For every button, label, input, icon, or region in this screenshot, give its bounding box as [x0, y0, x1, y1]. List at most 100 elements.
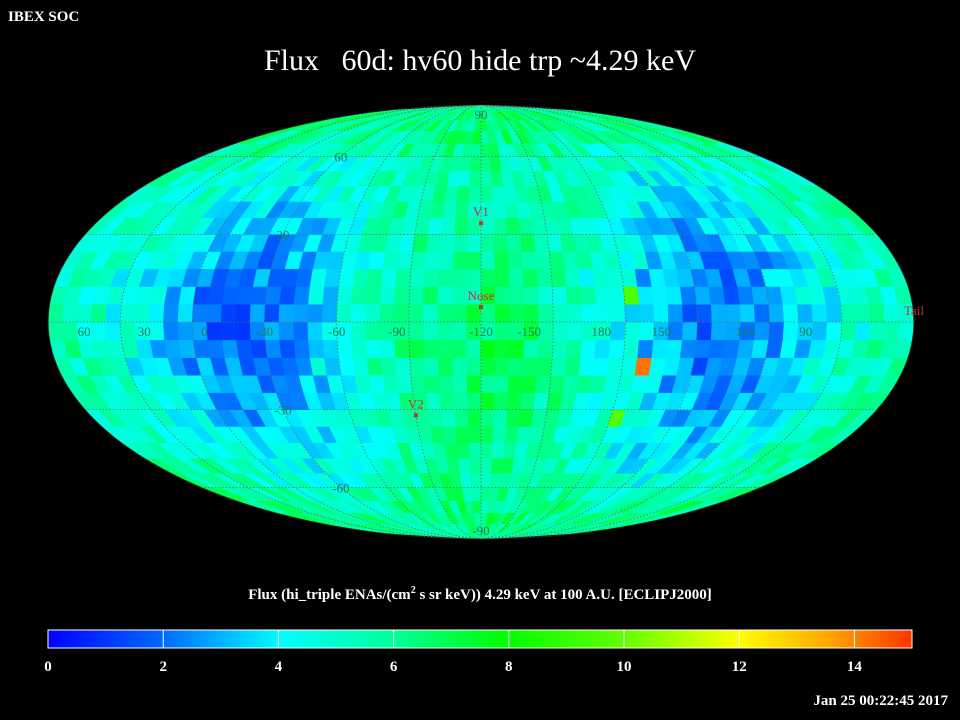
flux-pixel	[453, 234, 469, 252]
flux-pixel	[379, 286, 396, 305]
flux-pixel	[444, 442, 459, 459]
flux-pixel	[825, 321, 843, 341]
flux-pixel	[518, 217, 535, 235]
flux-pixel	[610, 321, 626, 341]
flux-pixel	[191, 303, 209, 323]
flux-pixel-layer	[48, 105, 914, 539]
flux-pixel	[396, 251, 414, 270]
flux-pixel	[854, 303, 872, 323]
flux-pixel	[550, 268, 567, 287]
flux-pixel	[578, 268, 596, 287]
flux-pixel	[365, 303, 381, 323]
flux-pixel	[470, 156, 482, 172]
flux-pixel	[452, 374, 468, 393]
flux-pixel	[452, 251, 468, 270]
flux-pixel	[480, 251, 496, 270]
longitude-label: 180	[592, 324, 612, 339]
graticule	[48, 105, 914, 539]
flux-pixel	[592, 268, 610, 287]
colorbar-tick-label: 0	[44, 659, 52, 675]
latitude-label: 30	[276, 227, 289, 242]
flux-pixel	[466, 268, 482, 287]
flux-pixel	[722, 339, 741, 358]
flux-pixel	[105, 321, 122, 341]
flux-pixel	[505, 409, 521, 427]
flux-pixel	[458, 457, 471, 474]
graticule-labels: 90 60 30 -30 -60 -90 60 30 0 -30 -60 -90 -120 -150 180…	[78, 107, 813, 538]
flux-pixel	[365, 286, 382, 305]
flux-pixel	[437, 357, 454, 376]
longitude-line	[191, 105, 482, 539]
flux-pixel	[566, 321, 583, 341]
colorbar-tick-label: 2	[159, 659, 167, 675]
flux-pixel	[472, 130, 482, 144]
flux-pixel	[451, 339, 468, 358]
flux-pixel	[566, 303, 583, 323]
flux-pixel	[578, 357, 596, 376]
flux-pixel	[468, 185, 482, 202]
flux-pixel	[869, 303, 886, 323]
flux-pixel	[352, 357, 370, 376]
longitude-line	[480, 105, 554, 539]
flux-pixel	[580, 286, 597, 305]
flux-pixel	[437, 268, 454, 287]
flux-pixel	[321, 303, 338, 323]
flux-pixel	[523, 303, 540, 323]
flux-pixel	[535, 251, 552, 270]
flux-pixel	[521, 251, 538, 270]
flux-pixel	[480, 143, 491, 157]
latitude-label: -30	[274, 403, 291, 418]
flux-pixel	[441, 217, 457, 235]
flux-pixel	[493, 234, 509, 252]
flux-pixel	[768, 303, 785, 323]
flux-pixel	[466, 339, 482, 358]
longitude-label: 30	[138, 324, 151, 339]
flux-pixel	[491, 185, 506, 202]
longitude-label: -60	[328, 324, 345, 339]
flux-pixel	[452, 268, 468, 287]
flux-pixel	[368, 374, 386, 393]
flux-pixel	[412, 234, 429, 252]
map-markers: V1 Nose V2 Tail	[408, 204, 924, 418]
flux-pixel	[651, 286, 669, 305]
flux-pixel	[336, 286, 354, 305]
flux-pixel	[380, 268, 398, 287]
flux-pixel	[293, 286, 311, 305]
flux-pixel	[426, 234, 442, 252]
flux-pixel	[480, 472, 492, 488]
flux-pixel	[696, 303, 713, 323]
flux-pixel	[350, 303, 367, 323]
flux-pixel	[782, 303, 799, 323]
colorbar-tick-label: 14	[846, 659, 862, 675]
flux-pixel	[454, 217, 469, 235]
flux-pixel	[278, 303, 295, 323]
flux-pixel	[623, 339, 640, 358]
flux-pixel	[423, 286, 439, 305]
flux-pixel	[480, 268, 496, 287]
flux-pixel	[119, 321, 137, 341]
flux-pixel	[249, 303, 266, 323]
flux-pixel	[504, 201, 520, 218]
flux-pixel	[293, 321, 309, 341]
flux-pixel	[408, 303, 424, 323]
flux-pixel	[608, 286, 626, 305]
flux-pixel	[610, 303, 626, 323]
flux-pixel	[521, 374, 538, 393]
flux-pixel	[439, 234, 455, 252]
flux-pixel	[491, 442, 506, 459]
flux-pixel	[533, 392, 550, 411]
flux-pixel	[624, 303, 641, 323]
flux-pixel	[451, 303, 467, 323]
flux-pixel	[426, 392, 442, 411]
flux-pixel	[470, 472, 482, 488]
flux-pixel	[220, 303, 237, 323]
flux-pixel	[562, 374, 580, 393]
longitude-line	[119, 105, 482, 539]
flux-pixel	[536, 357, 553, 376]
flux-pixel	[508, 357, 525, 376]
flux-pixel	[408, 286, 425, 305]
flux-pixel	[739, 303, 756, 323]
flux-pixel	[163, 321, 180, 341]
flux-pixel	[324, 268, 342, 287]
flux-pixel	[324, 357, 342, 376]
